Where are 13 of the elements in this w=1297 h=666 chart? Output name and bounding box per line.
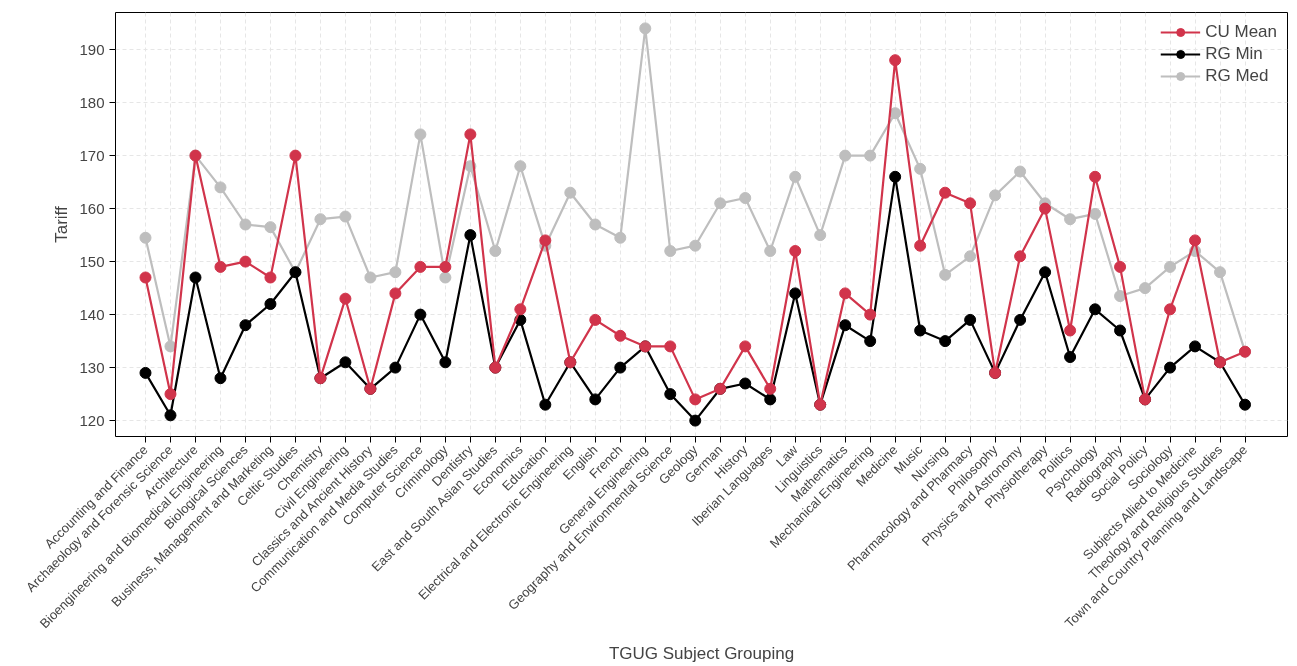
y-tick-label: 180 xyxy=(79,93,105,111)
x-axis-title: TGUG Subject Grouping xyxy=(608,644,795,664)
y-tick-label: 130 xyxy=(79,358,105,376)
y-tick-label: 150 xyxy=(79,252,105,270)
y-tick-label: 140 xyxy=(79,305,105,323)
legend-label: RG Med xyxy=(1205,66,1269,86)
y-tick-label: 160 xyxy=(79,199,105,217)
y-axis-title: Tariff xyxy=(52,205,72,243)
y-tick-label: 120 xyxy=(79,411,105,429)
y-tick-label: 190 xyxy=(79,40,105,58)
legend-label: RG Min xyxy=(1205,44,1263,64)
y-tick-label: 170 xyxy=(79,146,105,164)
legend-label: CU Mean xyxy=(1205,22,1277,42)
